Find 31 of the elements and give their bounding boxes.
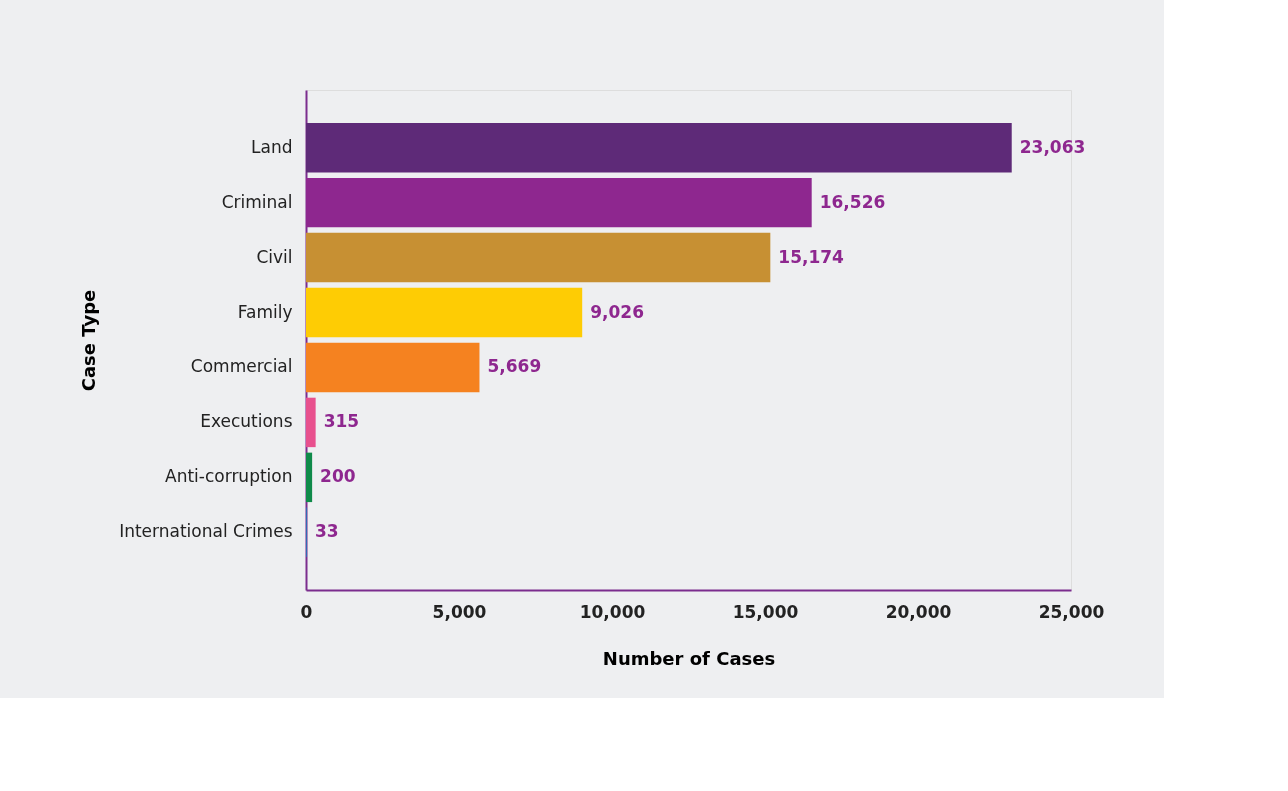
data-label: 5,669 xyxy=(487,356,542,377)
y-tick-label: Commercial xyxy=(190,356,293,377)
data-label: 200 xyxy=(320,466,356,487)
x-axis-title: Number of Cases xyxy=(602,647,776,669)
x-tick-label: 0 xyxy=(300,601,313,622)
y-tick-label: Family xyxy=(237,301,293,322)
data-label: 33 xyxy=(315,521,339,542)
bar xyxy=(306,452,313,503)
x-tick-label: 10,000 xyxy=(579,601,646,622)
bar xyxy=(306,177,812,228)
bar xyxy=(306,342,480,393)
data-label: 23,063 xyxy=(1019,136,1086,157)
x-tick-label: 15,000 xyxy=(732,601,799,622)
x-tick-label: 5,000 xyxy=(432,601,487,622)
y-tick-label: Executions xyxy=(200,411,293,432)
data-label: 16,526 xyxy=(819,191,886,212)
y-tick-label: International Crimes xyxy=(119,521,293,542)
data-label: 315 xyxy=(323,411,360,432)
bar xyxy=(306,397,316,448)
bar xyxy=(306,232,771,283)
y-tick-label: Anti-corruption xyxy=(165,466,293,487)
x-tick-label: 25,000 xyxy=(1038,601,1105,622)
data-label: 9,026 xyxy=(590,301,644,322)
y-tick-label: Land xyxy=(251,136,293,157)
bar xyxy=(306,122,1012,173)
bar xyxy=(306,287,583,338)
y-tick-label: Criminal xyxy=(221,191,293,212)
data-label: 15,174 xyxy=(778,246,845,267)
y-tick-label: Civil xyxy=(256,246,293,267)
x-tick-label: 20,000 xyxy=(885,601,952,622)
y-axis-title: Case Type xyxy=(78,289,100,392)
